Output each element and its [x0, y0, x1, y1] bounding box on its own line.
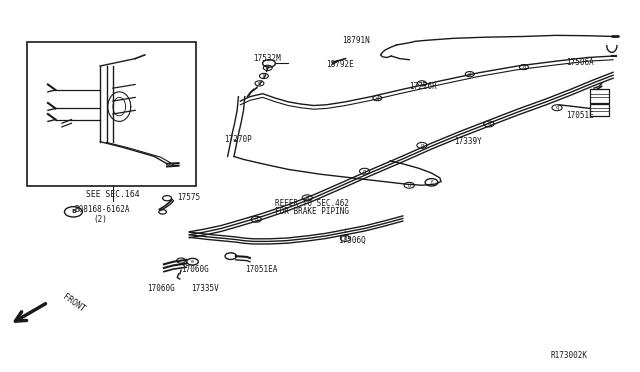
Text: q: q: [255, 217, 258, 222]
Text: e: e: [191, 259, 194, 264]
Text: FRONT: FRONT: [61, 292, 86, 314]
Text: f: f: [431, 180, 433, 185]
Text: q: q: [306, 195, 309, 200]
Text: FOR BRAKE PIPING: FOR BRAKE PIPING: [275, 207, 349, 217]
Text: 17270P: 17270P: [225, 135, 252, 144]
Text: d: d: [420, 81, 424, 86]
Text: q: q: [344, 236, 347, 241]
Bar: [27, 42, 196, 186]
Text: d: d: [376, 96, 379, 100]
Text: d: d: [522, 65, 525, 70]
Text: d: d: [262, 74, 266, 78]
Text: 17506Q: 17506Q: [338, 236, 365, 245]
Text: 17532M: 17532M: [253, 54, 281, 63]
Text: 17575: 17575: [177, 193, 200, 202]
Text: q: q: [363, 169, 366, 174]
Text: 17339Y: 17339Y: [454, 137, 481, 146]
Text: SEE SEC.164: SEE SEC.164: [86, 190, 140, 199]
Text: 17335V: 17335V: [191, 284, 219, 293]
Text: 17226R: 17226R: [409, 82, 437, 91]
Text: R173002K: R173002K: [550, 351, 588, 360]
Text: 18792E: 18792E: [326, 60, 354, 69]
Text: REFER TO SEC.462: REFER TO SEC.462: [275, 199, 349, 208]
Text: 17060G: 17060G: [147, 284, 175, 293]
Text: q: q: [420, 143, 424, 148]
Text: 18791N: 18791N: [342, 36, 370, 45]
Text: d: d: [266, 65, 269, 70]
Text: d: d: [408, 183, 411, 188]
Text: B: B: [71, 209, 76, 214]
Bar: [590, 89, 609, 103]
Text: q: q: [556, 105, 559, 110]
Text: 17051E: 17051E: [566, 111, 594, 121]
Text: 17051EA: 17051EA: [245, 265, 277, 274]
Bar: [590, 104, 609, 116]
Text: q: q: [487, 122, 490, 126]
Text: d: d: [468, 72, 471, 77]
Text: 17506A: 17506A: [566, 58, 594, 67]
Text: 17060G: 17060G: [181, 265, 209, 274]
Text: B08168-6162A: B08168-6162A: [75, 205, 130, 215]
Text: d: d: [258, 81, 261, 86]
Text: (2): (2): [94, 215, 108, 224]
